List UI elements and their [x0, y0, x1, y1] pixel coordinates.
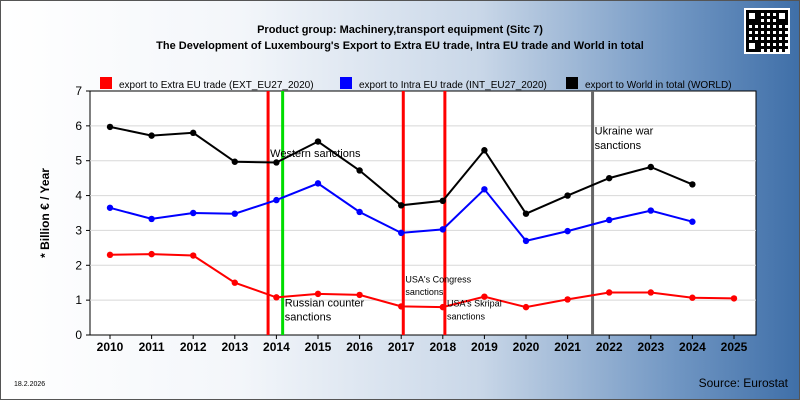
data-point: [314, 180, 322, 187]
x-axis: 2010 2011 2012 2013 2014 2015 2016 2017 2018 2019…: [97, 335, 748, 354]
data-point: [356, 291, 363, 299]
annotation-text: USA's Skripal: [447, 298, 502, 308]
data-point: [273, 159, 280, 166]
annotation-text: Russian counter: [285, 297, 365, 309]
chart-title-line1: Product group: Machinery,transport equip…: [257, 24, 543, 36]
data-point: [522, 237, 530, 245]
data-point: [564, 192, 571, 199]
data-point: [106, 251, 114, 259]
data-point: [231, 158, 238, 165]
chart-title-line2: The Development of Luxembourg's Export t…: [156, 40, 644, 52]
data-point: [314, 290, 322, 298]
y-tick-label: 3: [75, 223, 82, 237]
x-tick-label: 2022: [596, 340, 623, 354]
data-point: [439, 303, 446, 311]
y-tick-label: 7: [75, 84, 82, 98]
legend-label: export to Extra EU trade (EXT_EU27_2020): [119, 80, 314, 91]
y-tick-label: 5: [75, 154, 82, 168]
data-point: [439, 197, 446, 204]
data-point: [273, 196, 280, 204]
data-point: [689, 294, 696, 301]
data-point: [190, 252, 197, 259]
date-stamp: 18.2.2026: [14, 381, 46, 388]
data-point: [564, 296, 571, 303]
data-point: [564, 227, 571, 235]
data-point: [481, 293, 488, 300]
series-line-0: [109, 253, 735, 309]
chart-legend: export to Extra EU trade (EXT_EU27_2020)…: [100, 77, 732, 91]
y-axis: 0 1 2 3 4 5 6 7: [75, 84, 90, 342]
x-tick-label: 2021: [554, 340, 581, 354]
data-point: [148, 132, 155, 139]
data-point: [398, 202, 405, 209]
data-point: [439, 226, 446, 233]
data-point: [148, 250, 155, 258]
data-point: [481, 186, 488, 193]
data-point: [106, 204, 114, 211]
annotation-text: Western sanctions: [270, 148, 361, 160]
data-point: [647, 207, 654, 214]
data-point: [106, 123, 114, 131]
data-point: [273, 294, 280, 301]
x-tick-label: 2016: [346, 340, 373, 354]
legend-label: export to World in total (WORLD): [585, 80, 732, 91]
grid-lines: [90, 125, 756, 301]
y-tick-label: 6: [75, 119, 82, 133]
x-tick-label: 2024: [679, 340, 706, 354]
x-tick-label: 2011: [139, 340, 165, 354]
data-point: [356, 167, 363, 174]
data-point: [689, 218, 696, 225]
y-tick-label: 0: [75, 328, 82, 342]
source-note: Source: Eurostat: [698, 376, 788, 390]
legend-swatch: [340, 77, 352, 89]
y-tick-label: 2: [75, 258, 82, 272]
legend-label: export to Intra EU trade (INT_EU27_2020): [359, 80, 547, 91]
data-point: [190, 209, 197, 217]
data-point: [148, 215, 155, 223]
legend-swatch: [100, 77, 112, 89]
data-point: [231, 210, 238, 217]
y-axis-label: * Billion € / Year: [38, 168, 52, 258]
y-tick-label: 1: [75, 293, 82, 307]
annotation-text: USA's Congress: [405, 275, 471, 285]
data-point: [190, 129, 197, 137]
x-tick-label: 2014: [263, 340, 290, 354]
annotation-text: sanctions: [595, 140, 642, 152]
data-point: [606, 216, 613, 224]
data-point: [689, 181, 696, 188]
data-point: [647, 289, 654, 296]
x-tick-label: 2017: [388, 340, 415, 354]
x-tick-label: 2013: [221, 340, 248, 354]
series-group: [106, 123, 738, 311]
data-point: [481, 147, 488, 154]
x-tick-label: 2015: [305, 340, 332, 354]
x-tick-label: 2019: [471, 340, 498, 354]
annotation-text: sanctions: [405, 287, 444, 297]
annotation-text: sanctions: [447, 311, 486, 321]
data-point: [314, 138, 322, 145]
annotation-text: sanctions: [285, 311, 332, 323]
annotation-text: Ukraine war: [595, 126, 654, 138]
x-tick-label: 2020: [513, 340, 540, 354]
data-point: [730, 295, 738, 302]
data-point: [231, 279, 238, 286]
data-point: [522, 210, 530, 217]
annotations-group: Western sanctions Russian counter sanction…: [270, 126, 654, 324]
data-point: [606, 174, 613, 182]
legend-swatch: [566, 77, 578, 89]
data-point: [606, 289, 613, 296]
qr-code-icon: [744, 8, 790, 54]
x-tick-label: 2010: [97, 340, 124, 354]
data-point: [398, 229, 405, 237]
data-point: [398, 303, 405, 310]
x-tick-label: 2023: [637, 340, 664, 354]
x-tick-label: 2012: [180, 340, 207, 354]
x-tick-label: 2025: [721, 340, 748, 354]
x-tick-label: 2018: [429, 340, 456, 354]
y-tick-label: 4: [75, 189, 82, 203]
data-point: [647, 163, 654, 171]
data-point: [522, 303, 530, 311]
data-point: [356, 208, 363, 216]
